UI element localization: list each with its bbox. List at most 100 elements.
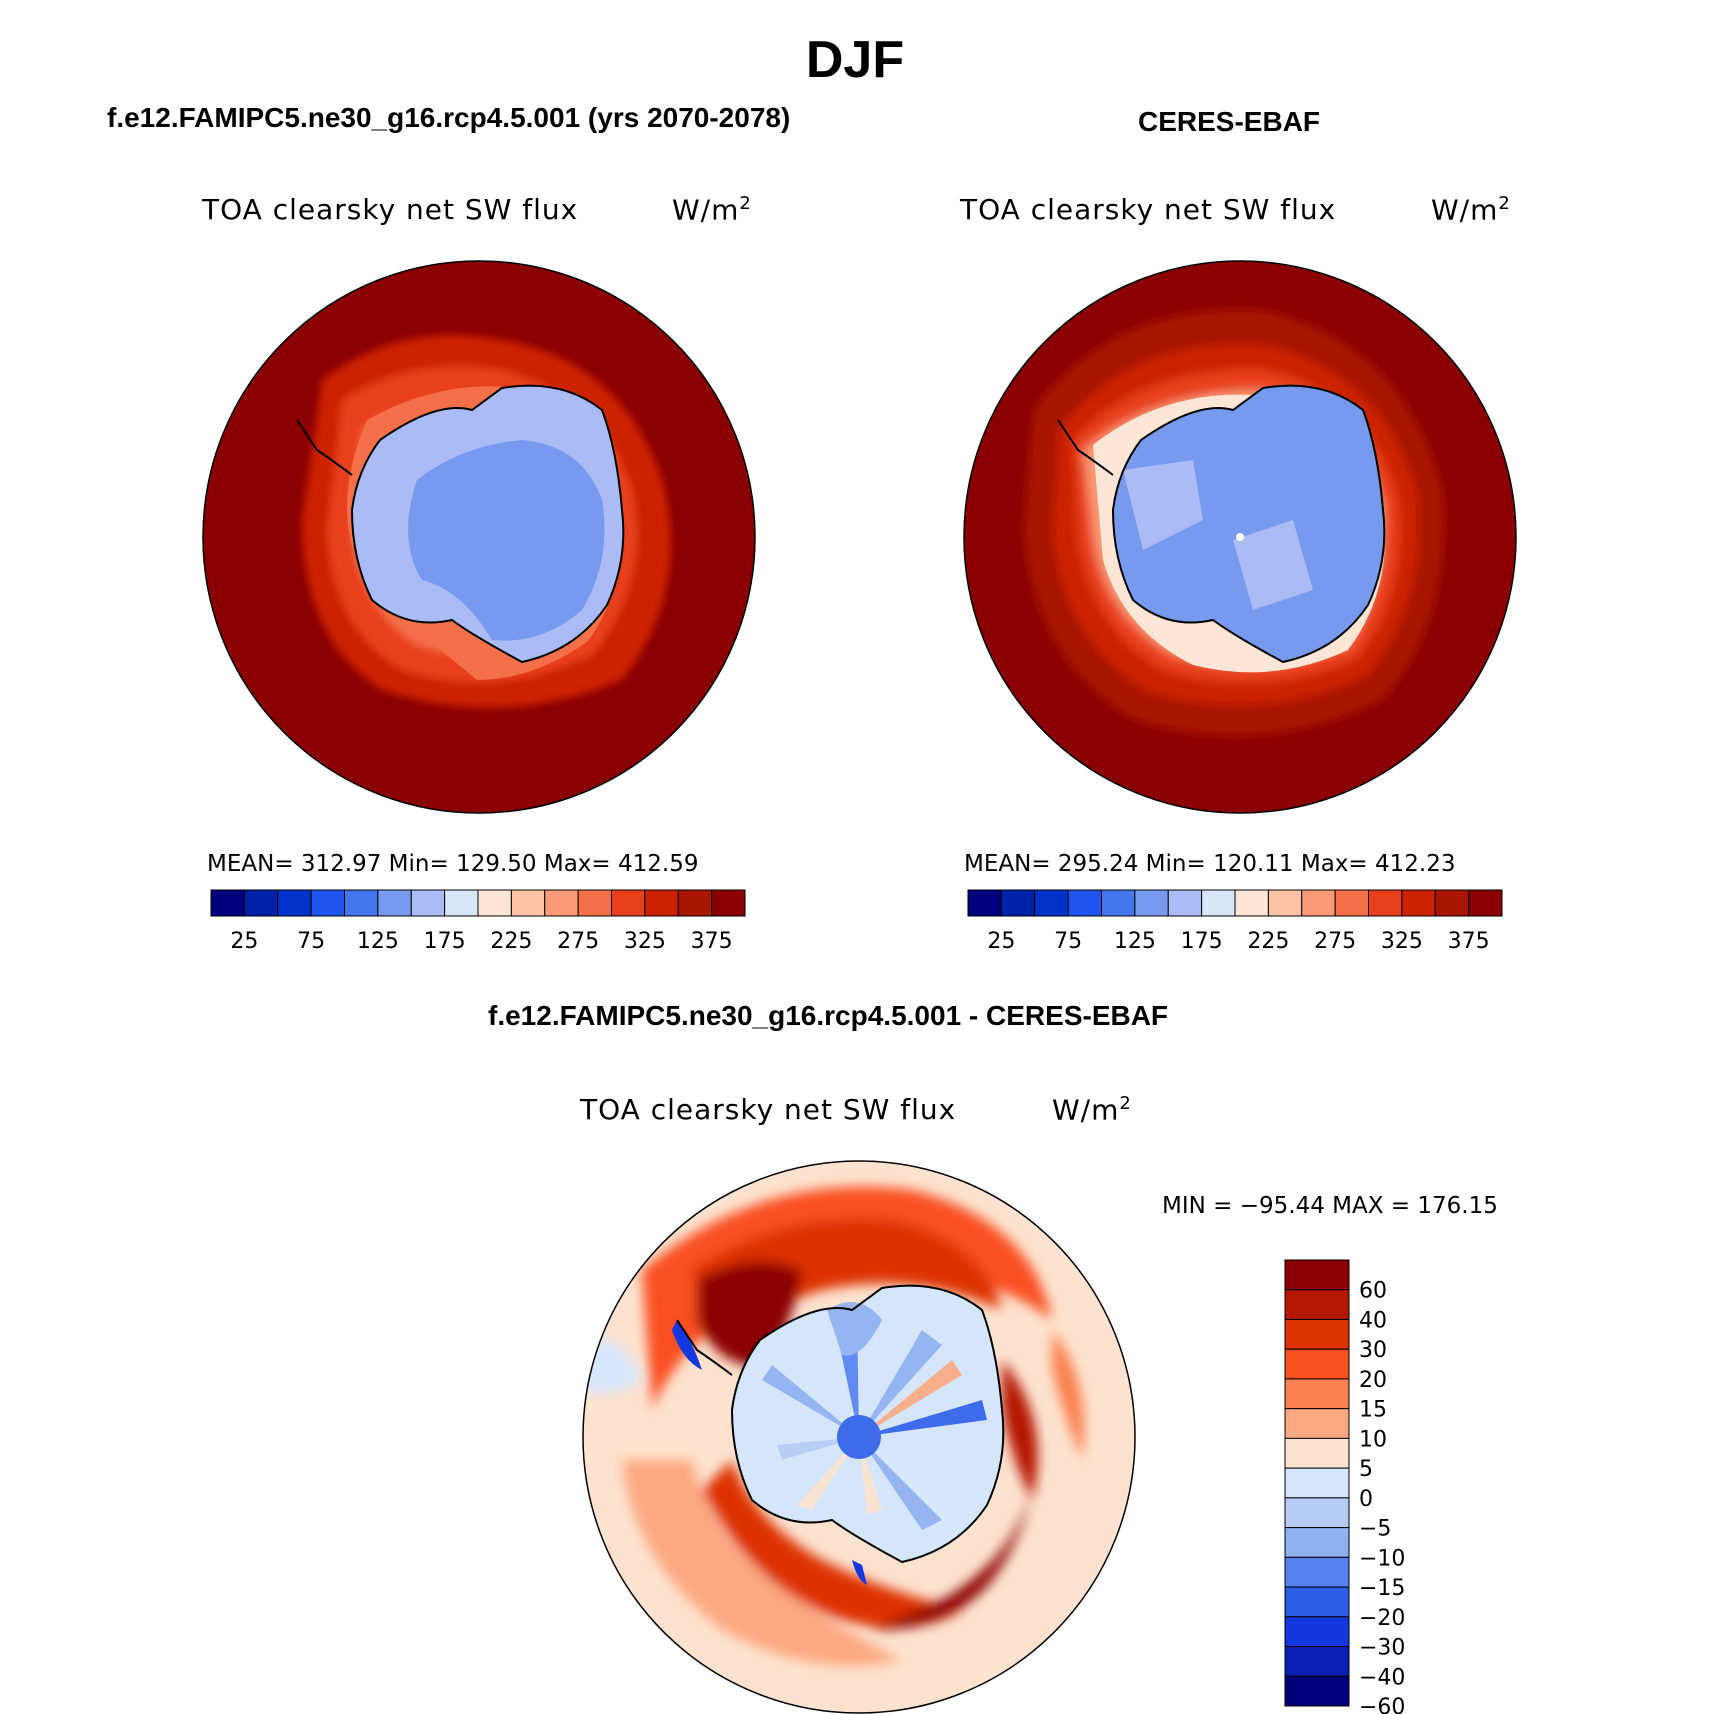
model-colorbar-swatch <box>277 889 312 917</box>
diff-colorbar-tick-label: 40 <box>1359 1308 1387 1333</box>
obs-colorbar-swatch <box>1034 889 1069 917</box>
obs-colorbar-swatch <box>1167 889 1203 917</box>
model-panel-header: f.e12.FAMIPC5.ne30_g16.rcp4.5.001 (yrs 2… <box>107 102 791 133</box>
obs-units-label: W/m2 <box>1431 193 1511 226</box>
diff-colorbar-tick-label: −5 <box>1359 1517 1391 1542</box>
model-colorbar-swatch <box>510 889 546 917</box>
obs-colorbar-swatch <box>1468 889 1503 917</box>
diff-units-exp: 2 <box>1119 1093 1132 1114</box>
obs-colorbar-swatch <box>1234 889 1269 917</box>
obs-colorbar-swatch <box>1000 889 1036 917</box>
model-colorbar-swatch <box>444 889 479 917</box>
obs-panel-header: CERES-EBAF <box>1138 106 1321 137</box>
model-colorbar-swatch <box>577 889 612 917</box>
model-colorbar-tick-label: 25 <box>230 929 258 954</box>
obs-colorbar-swatch <box>1301 889 1336 917</box>
diff-colorbar-tick-label: −10 <box>1359 1546 1405 1571</box>
diff-colorbar-swatch <box>1284 1675 1350 1707</box>
diff-colorbar-swatch <box>1284 1467 1350 1499</box>
model-polar-map <box>202 260 756 814</box>
diff-colorbar-swatch <box>1284 1556 1350 1588</box>
diff-colorbar-tick-label: −20 <box>1359 1606 1405 1631</box>
obs-colorbar-swatch <box>1101 889 1136 917</box>
diff-colorbar-swatch <box>1284 1616 1350 1648</box>
obs-units-exp: 2 <box>1498 193 1511 214</box>
diff-colorbar-tick-label: 60 <box>1359 1279 1387 1304</box>
model-colorbar-swatch <box>377 889 412 917</box>
model-colorbar-swatch <box>410 889 446 917</box>
obs-colorbar-swatch <box>967 889 1002 917</box>
obs-colorbar-tick-label: 325 <box>1381 929 1423 954</box>
diff-colorbar-tick-label: 30 <box>1359 1338 1387 1363</box>
model-colorbar-swatch <box>711 889 746 917</box>
model-colorbar-swatch <box>210 889 245 917</box>
model-colorbar-tick-label: 275 <box>557 929 599 954</box>
diff-colorbar-swatch <box>1284 1408 1350 1439</box>
obs-units-text: W/m <box>1431 193 1499 227</box>
diff-colorbar-tick-label: −40 <box>1359 1665 1405 1690</box>
model-colorbar-swatch <box>344 889 379 917</box>
model-colorbar-swatch <box>611 889 646 917</box>
model-colorbar-tick-label: 75 <box>297 929 325 954</box>
model-colorbar-tick-label: 175 <box>424 929 466 954</box>
obs-colorbar-tick-label: 275 <box>1314 929 1356 954</box>
obs-colorbar-swatch <box>1368 889 1403 917</box>
diff-colorbar-swatch <box>1284 1437 1350 1469</box>
obs-stats: MEAN= 295.24 Min= 120.11 Max= 412.23 <box>964 851 1456 877</box>
diff-colorbar-tick-label: 5 <box>1359 1457 1373 1482</box>
model-colorbar-swatch <box>644 889 679 917</box>
diff-colorbar-swatch <box>1284 1378 1350 1410</box>
obs-colorbar-swatch <box>1401 889 1436 917</box>
obs-colorbar-tick-label: 25 <box>987 929 1015 954</box>
diff-colorbar-swatch <box>1284 1646 1350 1677</box>
obs-colorbar-tick-label: 75 <box>1054 929 1082 954</box>
model-colorbar-swatch <box>677 889 713 917</box>
diff-colorbar-swatch <box>1284 1348 1350 1380</box>
diff-units-label: W/m2 <box>1052 1093 1132 1126</box>
diff-colorbar-tick-label: −60 <box>1359 1695 1405 1714</box>
obs-colorbar-tick-label: 175 <box>1181 929 1223 954</box>
diff-colorbar-tick-label: 15 <box>1359 1398 1387 1423</box>
obs-polar-map <box>963 260 1517 814</box>
model-colorbar-swatch <box>243 889 279 917</box>
model-colorbar-swatch <box>544 889 579 917</box>
obs-colorbar-swatch <box>1334 889 1369 917</box>
diff-colorbar-tick-label: −15 <box>1359 1576 1405 1601</box>
diff-colorbar-tick-label: −30 <box>1359 1636 1405 1661</box>
season-title: DJF <box>805 31 905 89</box>
diff-units-text: W/m <box>1052 1093 1120 1127</box>
diff-stats: MIN = −95.44 MAX = 176.15 <box>1162 1193 1498 1219</box>
model-stats: MEAN= 312.97 Min= 129.50 Max= 412.59 <box>207 851 699 877</box>
model-colorbar-tick-label: 375 <box>691 929 733 954</box>
diff-colorbar-tick-label: 0 <box>1359 1487 1373 1512</box>
diff-variable-label: TOA clearsky net SW flux <box>580 1093 957 1126</box>
model-units-text: W/m <box>672 193 740 227</box>
diff-colorbar-tick-label: 20 <box>1359 1368 1387 1393</box>
diff-colorbar-swatch <box>1284 1497 1350 1529</box>
diff-colorbar-swatch <box>1284 1586 1350 1618</box>
obs-colorbar-swatch <box>1267 889 1303 917</box>
diff-polar-map <box>582 1160 1136 1714</box>
obs-colorbar-tick-label: 125 <box>1114 929 1156 954</box>
model-variable-label: TOA clearsky net SW flux <box>202 193 579 226</box>
obs-colorbar-swatch <box>1201 889 1236 917</box>
obs-variable-label: TOA clearsky net SW flux <box>960 193 1337 226</box>
model-units-label: W/m2 <box>672 193 752 226</box>
model-colorbar-tick-label: 125 <box>357 929 399 954</box>
model-colorbar-swatch <box>310 889 345 917</box>
model-colorbar-tick-label: 325 <box>624 929 666 954</box>
obs-colorbar-tick-label: 225 <box>1247 929 1289 954</box>
obs-colorbar-swatch <box>1067 889 1102 917</box>
model-units-exp: 2 <box>739 193 752 214</box>
diff-panel-header: f.e12.FAMIPC5.ne30_g16.rcp4.5.001 - CERE… <box>488 1000 1169 1031</box>
diff-colorbar-swatch <box>1284 1318 1350 1350</box>
diff-colorbar-swatch <box>1284 1527 1350 1558</box>
model-colorbar-swatch <box>477 889 512 917</box>
diff-colorbar-swatch <box>1284 1259 1350 1291</box>
obs-colorbar-swatch <box>1134 889 1169 917</box>
obs-colorbar-tick-label: 375 <box>1448 929 1490 954</box>
diff-colorbar-swatch <box>1284 1289 1350 1320</box>
diff-colorbar-tick-label: 10 <box>1359 1427 1387 1452</box>
obs-colorbar-swatch <box>1434 889 1470 917</box>
model-colorbar-tick-label: 225 <box>490 929 532 954</box>
